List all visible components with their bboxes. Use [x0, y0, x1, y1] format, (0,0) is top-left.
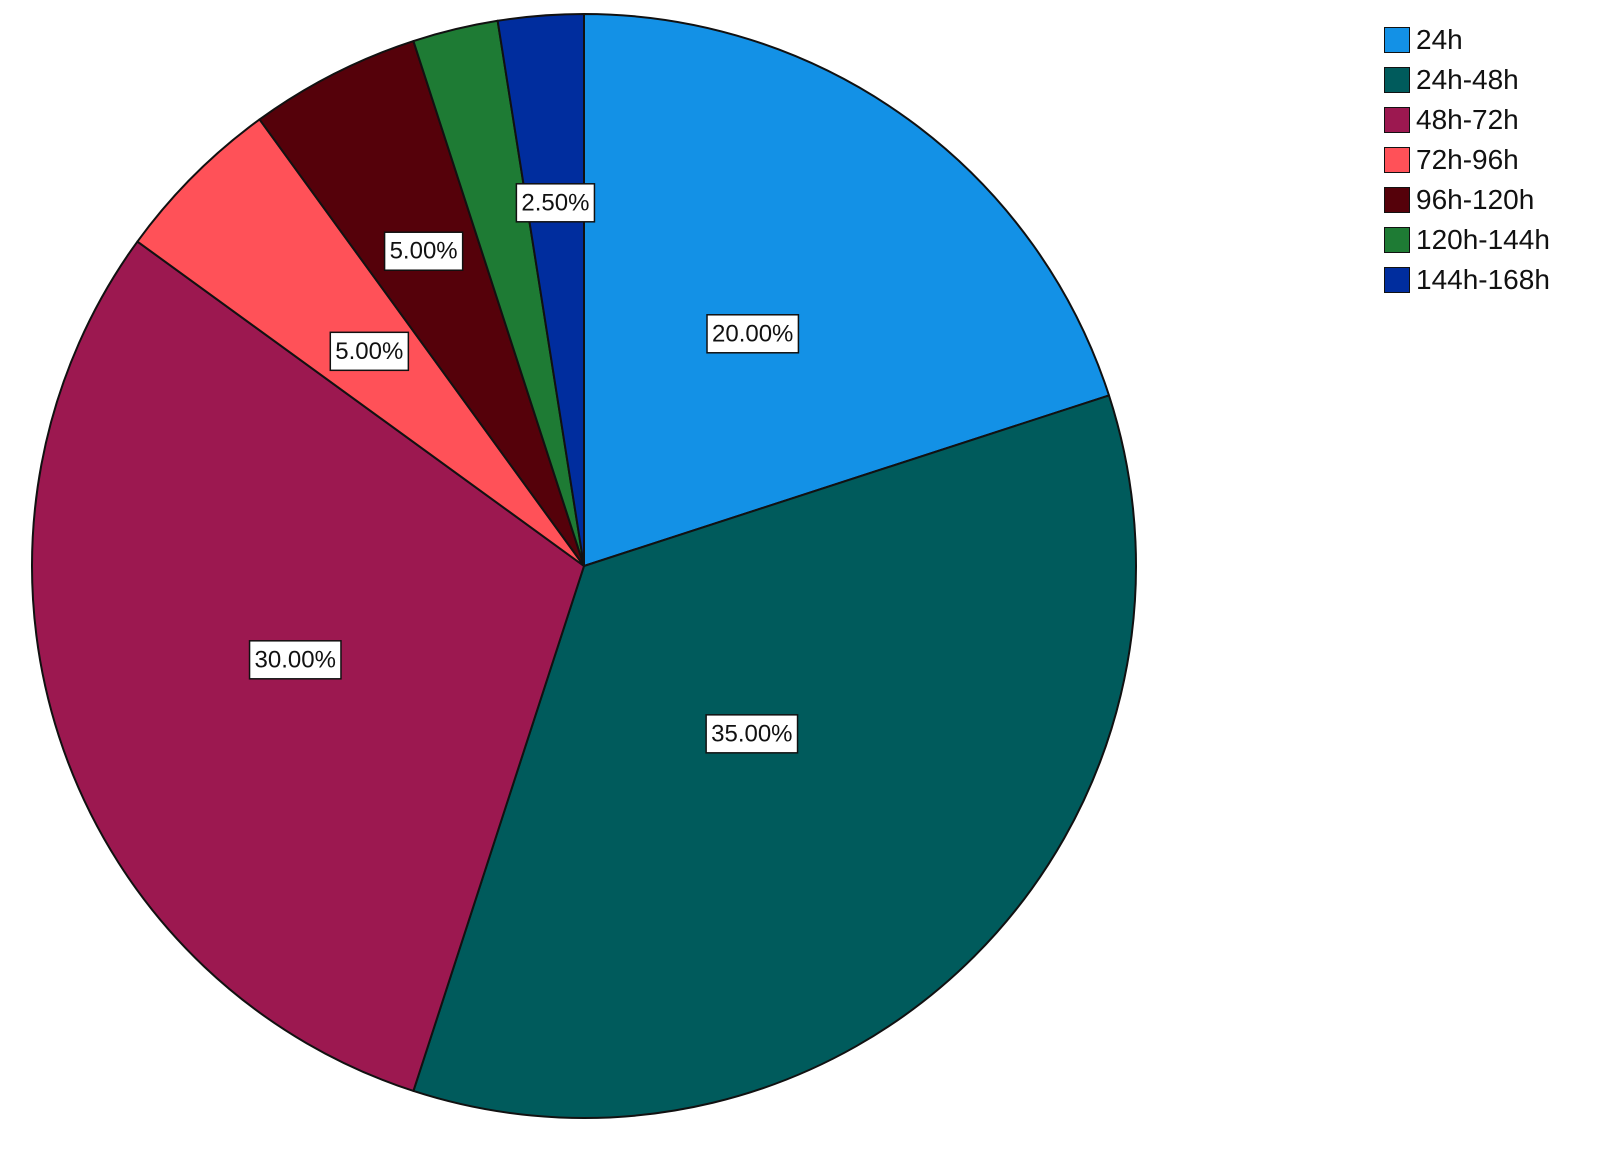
data-label-text: 35.00% [711, 720, 792, 747]
legend-item-48h-72h: 48h-72h [1384, 100, 1580, 140]
legend-item-24h-48h: 24h-48h [1384, 60, 1580, 100]
data-label-text: 30.00% [255, 646, 336, 673]
data-label-text: 5.00% [335, 338, 403, 365]
data-label-box [706, 314, 800, 354]
legend-label: 144h-168h [1416, 264, 1550, 295]
data-label-72h-96h: 5.00% [329, 331, 410, 372]
pie-slices [31, 13, 1137, 1119]
legend-swatch [1384, 67, 1410, 93]
data-label-box [329, 331, 410, 372]
legend-label: 24h-48h [1416, 64, 1519, 95]
legend-swatch [1384, 107, 1410, 133]
legend-label: 120h-144h [1416, 224, 1550, 255]
legend-item-120h-144h: 120h-144h [1384, 220, 1580, 260]
legend-label: 96h-120h [1416, 184, 1535, 215]
data-label-box [383, 231, 464, 271]
legend-swatch [1384, 187, 1410, 213]
legend-label: 24h [1416, 24, 1463, 55]
legend: 24h 24h-48h 48h-72h 72h-96h 96h-120h 120… [1384, 20, 1580, 300]
legend-item-24h: 24h [1384, 20, 1580, 60]
data-label-96h-120h: 5.00% [383, 231, 464, 271]
data-label-box [705, 714, 799, 754]
legend-label: 72h-96h [1416, 144, 1519, 175]
legend-swatch [1384, 27, 1410, 53]
pie-data-labels: 20.00% 35.00% 30.00% 5.00% 5.00% 2.50% [248, 183, 800, 754]
data-label-text: 20.00% [712, 320, 793, 347]
legend-swatch [1384, 267, 1410, 293]
pie-slice-96h-120h [258, 40, 585, 567]
data-label-144h-168h: 2.50% [515, 183, 596, 223]
legend-swatch [1384, 227, 1410, 253]
data-label-48h-72h: 30.00% [248, 640, 342, 680]
legend-item-144h-168h: 144h-168h [1384, 260, 1580, 300]
data-label-box [248, 640, 342, 680]
legend-label: 48h-72h [1416, 104, 1519, 135]
legend-swatch [1384, 147, 1410, 173]
pie-slice-144h-168h [496, 13, 585, 567]
legend-item-72h-96h: 72h-96h [1384, 140, 1580, 180]
pie-slice-24h [583, 13, 1110, 567]
data-label-text: 2.50% [521, 189, 589, 216]
data-label-24h-48h: 35.00% [705, 714, 799, 754]
data-label-text: 5.00% [390, 238, 458, 265]
data-label-box [515, 183, 596, 223]
legend-item-96h-120h: 96h-120h [1384, 180, 1580, 220]
pie-slice-24h-48h [412, 394, 1137, 1119]
data-label-24h: 20.00% [706, 314, 800, 354]
